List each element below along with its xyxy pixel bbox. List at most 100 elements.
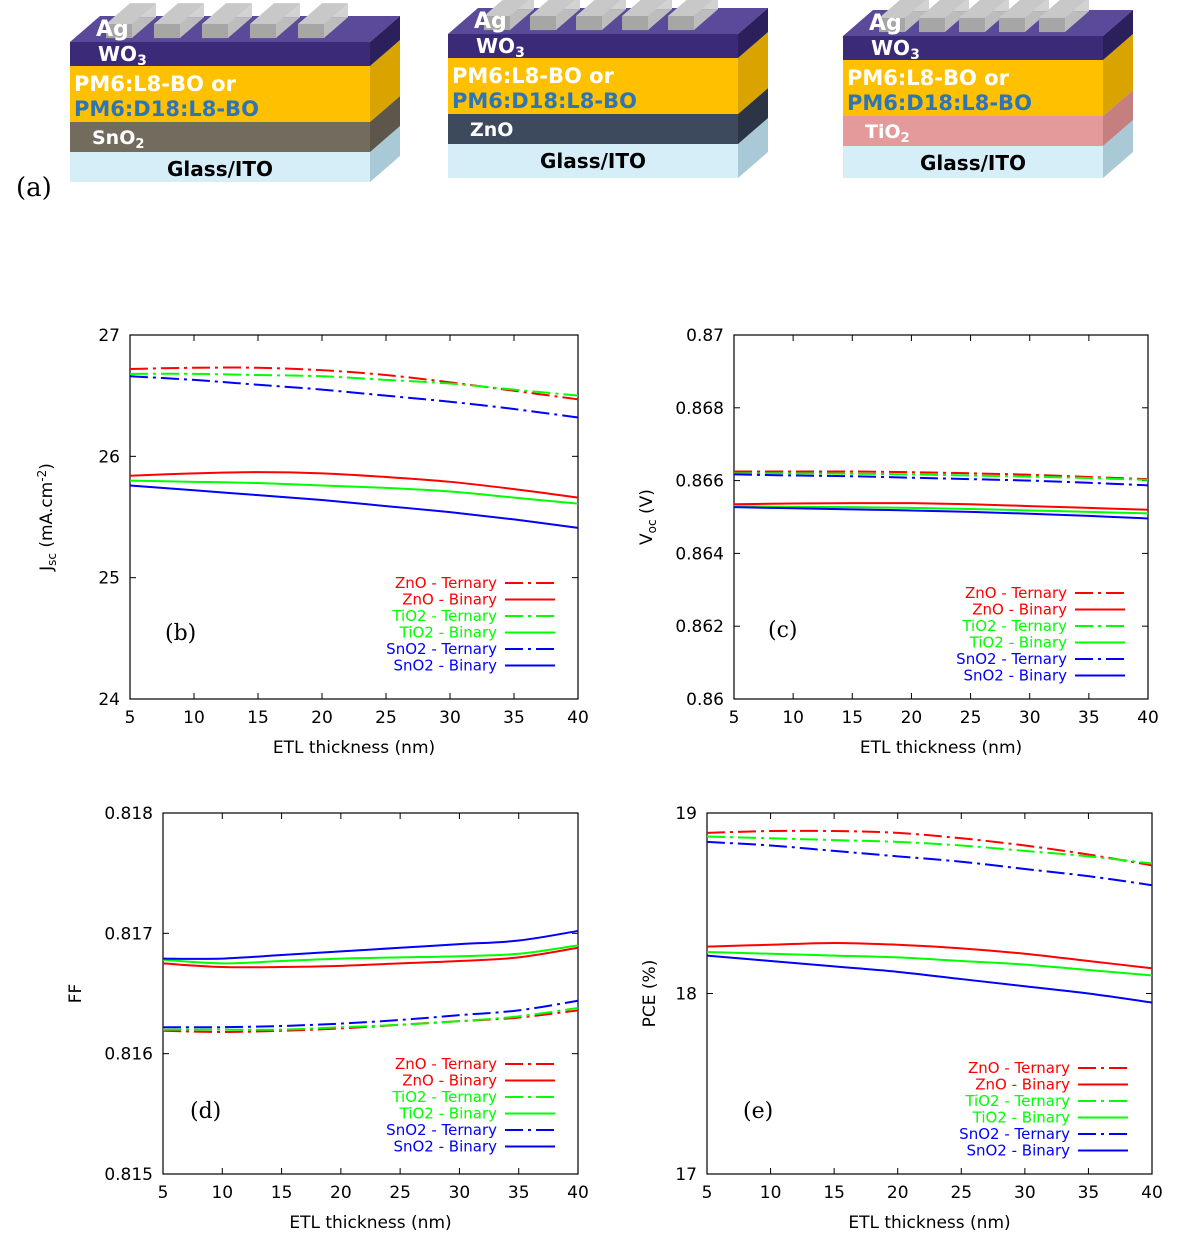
y-axis-label: Jsc (mA.cm-2) xyxy=(35,463,59,572)
series-line-sno2-binary xyxy=(162,929,579,960)
legend-label: ZnO - Binary xyxy=(972,601,1067,619)
series-line-sno2-ternary xyxy=(129,375,579,419)
x-tick-label: 25 xyxy=(389,1183,411,1203)
legend-label: TiO2 - Ternary xyxy=(964,1092,1070,1110)
series-line-tio2-binary xyxy=(162,944,579,965)
x-tick-label: 25 xyxy=(960,708,982,728)
y-axis-label: Voc (V) xyxy=(637,489,659,545)
y-tick-label: 0.816 xyxy=(104,1045,153,1065)
panel-label: (e) xyxy=(743,1099,773,1124)
device-0-etl-front-face xyxy=(70,122,370,152)
device-2-ag-finger-cap xyxy=(959,0,1006,18)
device-1-etl-label: ZnO xyxy=(470,119,513,141)
device-1-etl-side-face xyxy=(738,88,768,144)
device-1-glass-side-face xyxy=(738,118,768,178)
device-2-active-layer-side-face xyxy=(1103,34,1133,116)
device-1-wo3-label: WO3 xyxy=(476,34,525,61)
device-0-etl-label: SnO2 xyxy=(92,127,144,152)
x-tick-label: 40 xyxy=(567,1183,589,1203)
x-tick-label: 5 xyxy=(158,1183,169,1203)
chart-0: 5 10 15 20 25 30 35 40 24 25 26 27 ETL thickness (nm… xyxy=(35,326,589,758)
series-line-zno-binary xyxy=(733,502,1149,511)
x-tick-label: 40 xyxy=(1137,708,1159,728)
device-0-active-layer-front-face xyxy=(70,66,370,122)
series-line-zno-binary xyxy=(162,946,579,969)
legend-label: TiO2 - Ternary xyxy=(961,617,1067,635)
device-0-ag-finger-front xyxy=(106,24,132,38)
x-tick-label: 30 xyxy=(449,1183,471,1203)
device-2-ag-finger-front xyxy=(1039,18,1065,32)
device-1-ag-label: Ag xyxy=(474,9,507,34)
device-2-ag-finger-front xyxy=(919,18,945,32)
device-1-wo3-side-face xyxy=(738,8,768,58)
device-2-substrate-label: Glass/ITO xyxy=(920,151,1026,175)
chart-3: 5 10 15 20 25 30 35 40 17 18 19 ETL thickness (nm) P… xyxy=(640,804,1163,1233)
x-tick-label: 40 xyxy=(567,708,589,728)
x-tick-label: 35 xyxy=(1078,708,1100,728)
legend-label: SnO2 - Binary xyxy=(393,1138,497,1156)
series-line-sno2-ternary xyxy=(706,840,1153,887)
x-tick-label: 10 xyxy=(211,1183,233,1203)
y-tick-label: 26 xyxy=(98,447,120,467)
chart-2: 5 10 15 20 25 30 35 40 0.815 0.816 0.817 0.818 ETL t… xyxy=(66,804,589,1233)
series-line-tio2-ternary xyxy=(706,835,1153,865)
series-line-tio2-binary xyxy=(129,479,579,505)
x-tick-label: 20 xyxy=(887,1183,909,1203)
device-0-ag-finger-cap xyxy=(298,3,348,24)
device-2-wo3-label: WO3 xyxy=(871,36,920,63)
device-2-ag-finger-cap xyxy=(919,0,966,18)
device-2-active-label-2: PM6:D18:L8-BO xyxy=(847,91,1032,115)
x-tick-label: 15 xyxy=(823,1183,845,1203)
chart-panels: 5 10 15 20 25 30 35 40 24 25 26 27 ETL thickness (nm… xyxy=(35,326,1163,1233)
device-0-etl-side-face xyxy=(370,96,400,152)
legend-label: TiO2 - Ternary xyxy=(391,1088,497,1106)
legend-label: TiO2 - Binary xyxy=(399,624,497,642)
device-2-wo3-side-face xyxy=(1103,10,1133,60)
device-2-ag-finger-front xyxy=(959,18,985,32)
legend-label: ZnO - Ternary xyxy=(395,574,497,592)
legend-label: TiO2 - Binary xyxy=(969,634,1067,652)
device-2-glass-side-face xyxy=(1103,120,1133,178)
y-tick-label: 0.86 xyxy=(686,690,724,710)
device-2-ag-label: Ag xyxy=(869,11,902,36)
legend-label: ZnO - Ternary xyxy=(395,1055,497,1073)
panel-label: (d) xyxy=(190,1099,221,1124)
y-tick-label: 0.817 xyxy=(104,924,153,944)
device-0-glass-front-face xyxy=(70,152,370,182)
plot-frame xyxy=(162,812,579,1175)
device-2-etl-front-face xyxy=(843,116,1103,146)
device-1-ag-finger-cap xyxy=(622,0,667,16)
series-line-zno-binary xyxy=(706,941,1153,970)
x-tick-label: 20 xyxy=(311,708,333,728)
device-0-ag-finger-cap xyxy=(250,3,300,24)
y-tick-label: 0.866 xyxy=(675,472,724,492)
legend-label: SnO2 - Binary xyxy=(963,667,1067,685)
device-1-substrate-label: Glass/ITO xyxy=(540,149,646,173)
device-2-ag-finger-front xyxy=(999,18,1025,32)
device-2-glass-front-face xyxy=(843,146,1103,178)
device-1-ag-finger-cap xyxy=(668,0,713,16)
legend-label: TiO2 - Ternary xyxy=(391,607,497,625)
x-axis-label: ETL thickness (nm) xyxy=(289,1213,451,1233)
device-1-ag-finger-front xyxy=(484,16,510,30)
device-2-active-layer-front-face xyxy=(843,60,1103,116)
chart-1: 5 10 15 20 25 30 35 40 0.86 0.862 0.864 0.866 0.868 0… xyxy=(637,326,1159,758)
device-0-ag-finger-front xyxy=(250,24,276,38)
panel-label: (c) xyxy=(768,618,798,643)
device-0-wo3-label: WO3 xyxy=(98,42,147,69)
device-2-etl-side-face xyxy=(1103,90,1133,146)
x-axis-label: ETL thickness (nm) xyxy=(848,1213,1010,1233)
device-1-ag-finger-cap xyxy=(530,0,575,16)
device-1-wo3-front-face xyxy=(448,34,738,58)
x-tick-label: 35 xyxy=(503,708,525,728)
plot-frame xyxy=(129,334,579,700)
device-0-substrate-label: Glass/ITO xyxy=(167,157,273,181)
legend-label: ZnO - Ternary xyxy=(965,584,1067,602)
x-tick-label: 15 xyxy=(271,1183,293,1203)
series-line-sno2-ternary xyxy=(733,473,1149,487)
panel-label: (b) xyxy=(165,621,196,646)
series-line-zno-ternary xyxy=(162,1009,579,1034)
device-1-ag-finger-front xyxy=(530,16,556,30)
y-tick-label: 25 xyxy=(98,569,120,589)
